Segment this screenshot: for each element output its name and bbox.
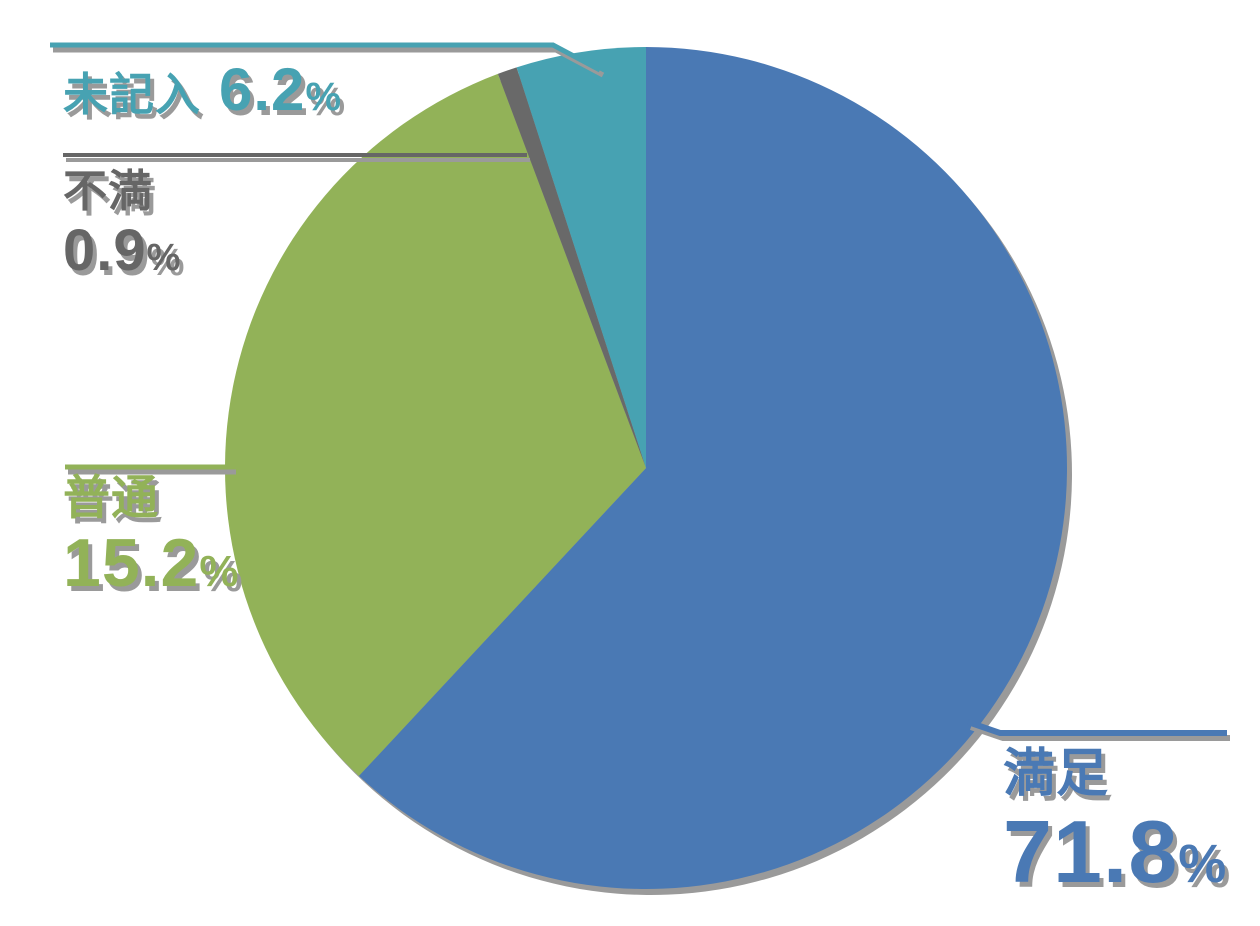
percentage-value-satisfied: 71.8 [1003,802,1179,901]
percentage-value-dissatisfied: 0.9 [63,218,147,283]
category-label-dissatisfied: 不満 [63,167,153,216]
leader-line-no-answer [50,42,602,73]
pie-slice-normal [224,73,647,776]
callout-no-answer: 未記入 6.2% [63,60,342,120]
percent-sign-no-answer: % [305,75,343,119]
percent-sign-dissatisfied: % [146,237,182,279]
category-label-no-answer: 未記入 [63,69,202,120]
value-row-normal: 15.2% [63,529,239,597]
value-row-no-answer: 6.2% [219,60,342,120]
value-row-dissatisfied: 0.9% [63,222,181,280]
percent-sign-normal: % [199,547,240,596]
callout-normal: 普通 15.2% [63,474,239,597]
percentage-value-normal: 15.2 [63,525,200,601]
category-label-satisfied: 満足 [1003,745,1110,803]
callout-dissatisfied: 不満 0.9% [63,170,181,280]
percent-sign-satisfied: % [1178,834,1228,894]
callout-satisfied: 満足 71.8% [1003,748,1227,896]
pie-slice-satisfied [358,47,1068,889]
value-row-satisfied: 71.8% [1003,808,1227,896]
percentage-value-no-answer: 6.2 [219,56,306,123]
pie-slice-dissatisfied [497,67,646,468]
leader-line-satisfied [967,719,1227,736]
category-label-normal: 普通 [63,471,159,524]
pie-slice-no-answer [516,47,646,468]
